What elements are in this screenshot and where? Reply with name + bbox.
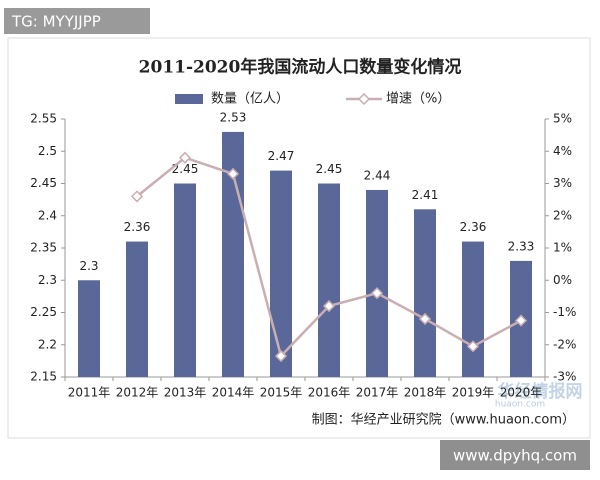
bar-value-label: 2.47 — [268, 149, 295, 163]
y2-tick-label: -1% — [553, 305, 576, 319]
brand-watermark: 华经情报网 — [498, 381, 583, 402]
tag-box — [4, 8, 150, 34]
bar-value-label: 2.41 — [412, 188, 439, 202]
bar-value-label: 2.45 — [172, 162, 199, 176]
x-tick-label: 2019年 — [452, 386, 495, 400]
chart-title: 2011-2020年我国流动人口数量变化情况 — [139, 57, 462, 78]
bar-value-label: 2.45 — [316, 162, 343, 176]
x-tick-label: 2012年 — [116, 386, 159, 400]
bar — [414, 209, 436, 377]
x-tick-label: 2020年 — [500, 386, 543, 400]
x-tick-label: 2017年 — [356, 386, 399, 400]
y-tick-label: 2.3 — [38, 273, 57, 287]
bar-value-label: 2.53 — [220, 110, 247, 124]
y2-tick-label: 3% — [553, 176, 572, 190]
tag-text: TG: MYYJJPP — [11, 13, 101, 31]
growth-marker — [178, 151, 192, 164]
growth-marker — [322, 299, 336, 313]
x-tick-label: 2016年 — [308, 386, 351, 400]
bar — [318, 183, 340, 377]
y2-tick-label: -3% — [553, 370, 576, 384]
growth-marker — [274, 349, 288, 363]
growth-marker — [514, 314, 528, 327]
bar-value-label: 2.36 — [460, 220, 487, 234]
bar — [174, 183, 196, 377]
x-tick-label: 2014年 — [212, 386, 255, 400]
y2-tick-label: -2% — [553, 337, 576, 351]
y-tick-label: 2.55 — [30, 112, 57, 126]
y-tick-label: 2.45 — [30, 176, 57, 190]
legend-label: 数量（亿人） — [211, 92, 289, 107]
bar — [126, 241, 148, 377]
bar-value-label: 2.33 — [508, 239, 535, 253]
y2-tick-label: 2% — [553, 208, 572, 222]
x-tick-label: 2015年 — [260, 386, 303, 400]
legend-swatch — [175, 94, 203, 104]
bar — [366, 189, 388, 377]
growth-marker — [418, 312, 432, 326]
x-tick-label: 2011年 — [68, 386, 111, 400]
bar-value-label: 2.36 — [124, 220, 151, 234]
bar — [462, 241, 484, 377]
growth-marker — [466, 340, 480, 353]
site-box — [440, 440, 590, 470]
y-tick-label: 2.2 — [38, 337, 57, 351]
bar-value-label: 2.44 — [364, 168, 391, 182]
legend-marker — [357, 92, 371, 106]
growth-marker — [226, 167, 240, 180]
y-tick-label: 2.25 — [30, 305, 57, 319]
y2-tick-label: 4% — [553, 144, 572, 158]
bar-value-label: 2.3 — [79, 259, 98, 273]
x-tick-label: 2018年 — [404, 386, 447, 400]
bar — [270, 170, 292, 377]
x-tick-label: 2013年 — [164, 386, 207, 400]
site-text: www.dpyhq.com — [453, 447, 577, 465]
y2-tick-label: 1% — [553, 241, 572, 255]
y2-tick-label: 5% — [553, 112, 572, 126]
y-tick-label: 2.5 — [38, 144, 57, 158]
growth-marker — [130, 190, 144, 203]
legend-label: 增速（%） — [386, 92, 450, 107]
y-tick-label: 2.4 — [38, 208, 57, 222]
chart-frame — [7, 37, 591, 439]
y2-tick-label: 0% — [553, 273, 572, 287]
growth-marker — [370, 287, 384, 300]
brand-url-watermark: huaon.com — [495, 400, 545, 410]
source-note: 制图：华经产业研究院（www.huaon.com） — [312, 413, 575, 428]
y-tick-label: 2.35 — [30, 241, 57, 255]
y-tick-label: 2.15 — [30, 370, 57, 384]
bar — [78, 280, 100, 377]
